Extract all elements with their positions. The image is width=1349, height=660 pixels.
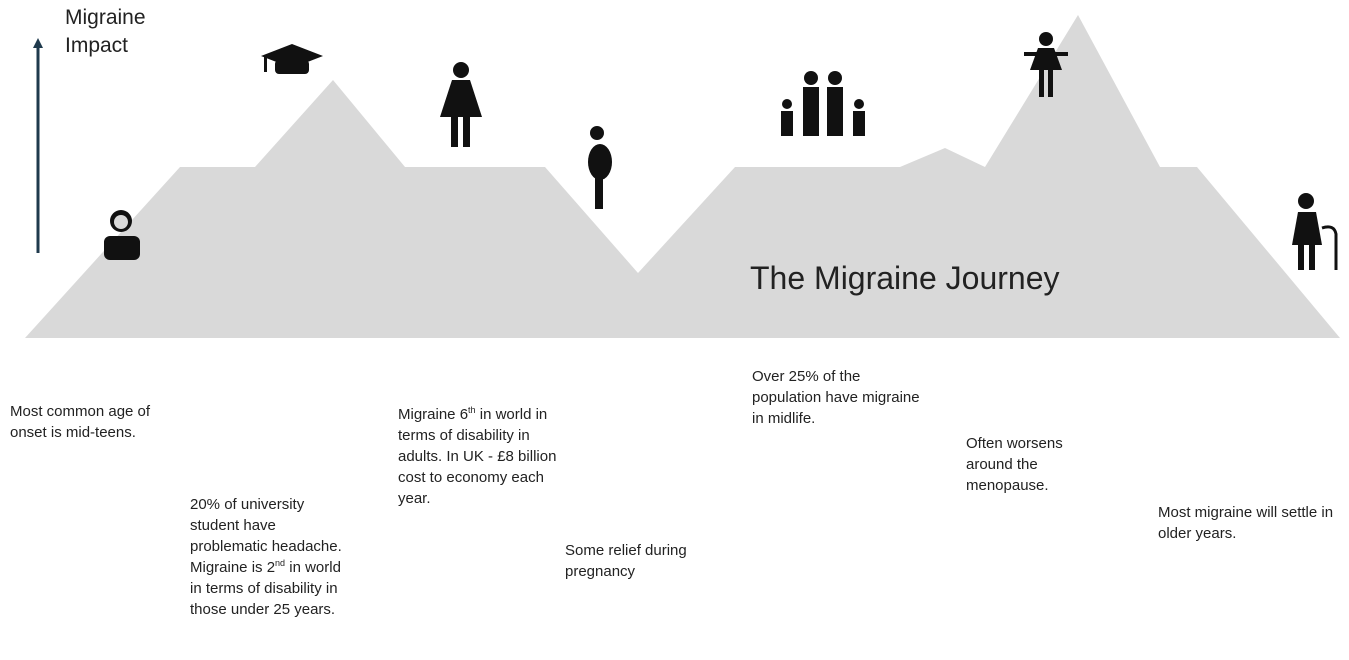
stage-note: Most migraine will settle in older years… (1158, 502, 1338, 544)
menopause-icon (1024, 32, 1068, 97)
note-text: in world in terms of disability in adult… (398, 406, 557, 507)
woman-icon (440, 62, 482, 147)
stage-note: 20% of university student have problemat… (190, 494, 352, 620)
note-text: 20% of university student have problemat… (190, 496, 342, 576)
elderly-icon (1292, 193, 1338, 270)
note-text: in world in terms of disability in those… (190, 559, 341, 618)
superscript: th (468, 405, 476, 415)
note-text: Over 25% of the population have migraine… (752, 368, 920, 427)
pregnant-icon (588, 126, 612, 209)
family-icon (781, 71, 865, 136)
cap-icon (261, 44, 323, 74)
note-text: Often worsens around the menopause. (966, 435, 1063, 494)
superscript: nd (275, 558, 286, 568)
note-text: Most migraine will settle in older years… (1158, 504, 1334, 542)
stage-note: Often worsens around the menopause. (966, 433, 1096, 496)
axis-label: Migraine Impact (65, 6, 146, 57)
stage-note: Some relief during pregnancy (565, 540, 730, 582)
arrow-head (33, 38, 43, 48)
teen-icon (104, 210, 140, 260)
mountains (25, 15, 1340, 338)
stage-note: Over 25% of the population have migraine… (752, 366, 932, 429)
note-text: Migraine 6 (398, 406, 469, 423)
title: The Migraine Journey (750, 260, 1060, 296)
note-text: Some relief during pregnancy (565, 542, 687, 580)
stage-note: Most common age of onset is mid-teens. (10, 401, 170, 443)
note-text: Most common age of onset is mid-teens. (10, 403, 151, 441)
stage-note: Migraine 6th in world in terms of disabi… (398, 404, 576, 509)
